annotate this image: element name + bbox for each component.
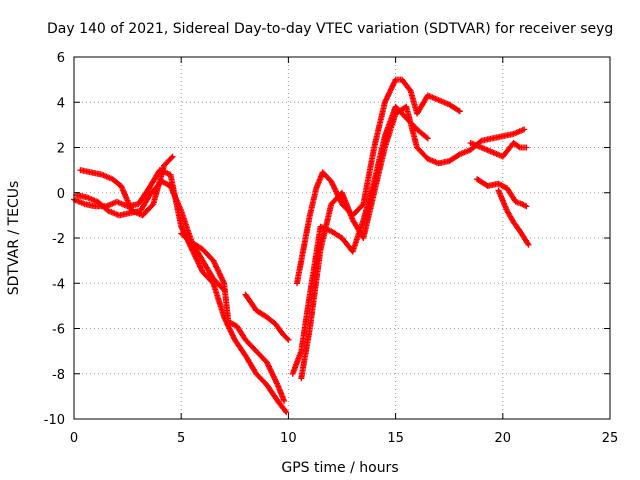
series-track-c [73, 178, 228, 293]
data-point-markers [495, 187, 532, 248]
y-tick-label: 2 [57, 142, 65, 157]
series-track-i [467, 140, 530, 160]
data-point-markers [467, 140, 530, 160]
x-tick-label: 15 [387, 431, 404, 446]
y-tick-label: -10 [44, 413, 65, 428]
chart-title: Day 140 of 2021, Sidereal Day-to-day VTE… [47, 21, 613, 37]
series-track-k [495, 187, 532, 248]
series-track-e [242, 291, 292, 343]
y-tick-label: -8 [52, 368, 65, 383]
axis-ticks: 0 5 10 15 20 25 -10 -8 -6 -4 -2 0 2 4 6 [44, 51, 619, 446]
series-track-f [294, 76, 463, 287]
data-point-markers [294, 76, 463, 287]
x-axis-label: GPS time / hours [281, 460, 398, 476]
x-tick-label: 25 [602, 431, 619, 446]
x-tick-label: 5 [177, 431, 185, 446]
x-tick-label: 10 [280, 431, 297, 446]
data-point-markers [289, 103, 431, 377]
x-tick-label: 0 [70, 431, 78, 446]
series-track-d [178, 230, 288, 404]
x-tick-label: 20 [495, 431, 512, 446]
y-tick-label: -4 [52, 277, 65, 292]
series-track-h [289, 103, 431, 377]
y-tick-label: 0 [57, 187, 65, 202]
series-track-j [474, 176, 530, 210]
y-tick-label: 4 [57, 96, 65, 111]
data-point-markers [242, 291, 292, 343]
series-track-g [298, 103, 528, 382]
data-point-markers [298, 103, 528, 382]
y-tick-label: -2 [52, 232, 65, 247]
data-point-markers [73, 178, 228, 293]
y-tick-label: -6 [52, 323, 65, 338]
data-point-markers [474, 176, 530, 210]
y-tick-label: 6 [57, 51, 65, 66]
y-axis-label: SDTVAR / TECUs [6, 181, 22, 296]
data-point-markers [178, 230, 288, 404]
data-points [71, 76, 532, 416]
